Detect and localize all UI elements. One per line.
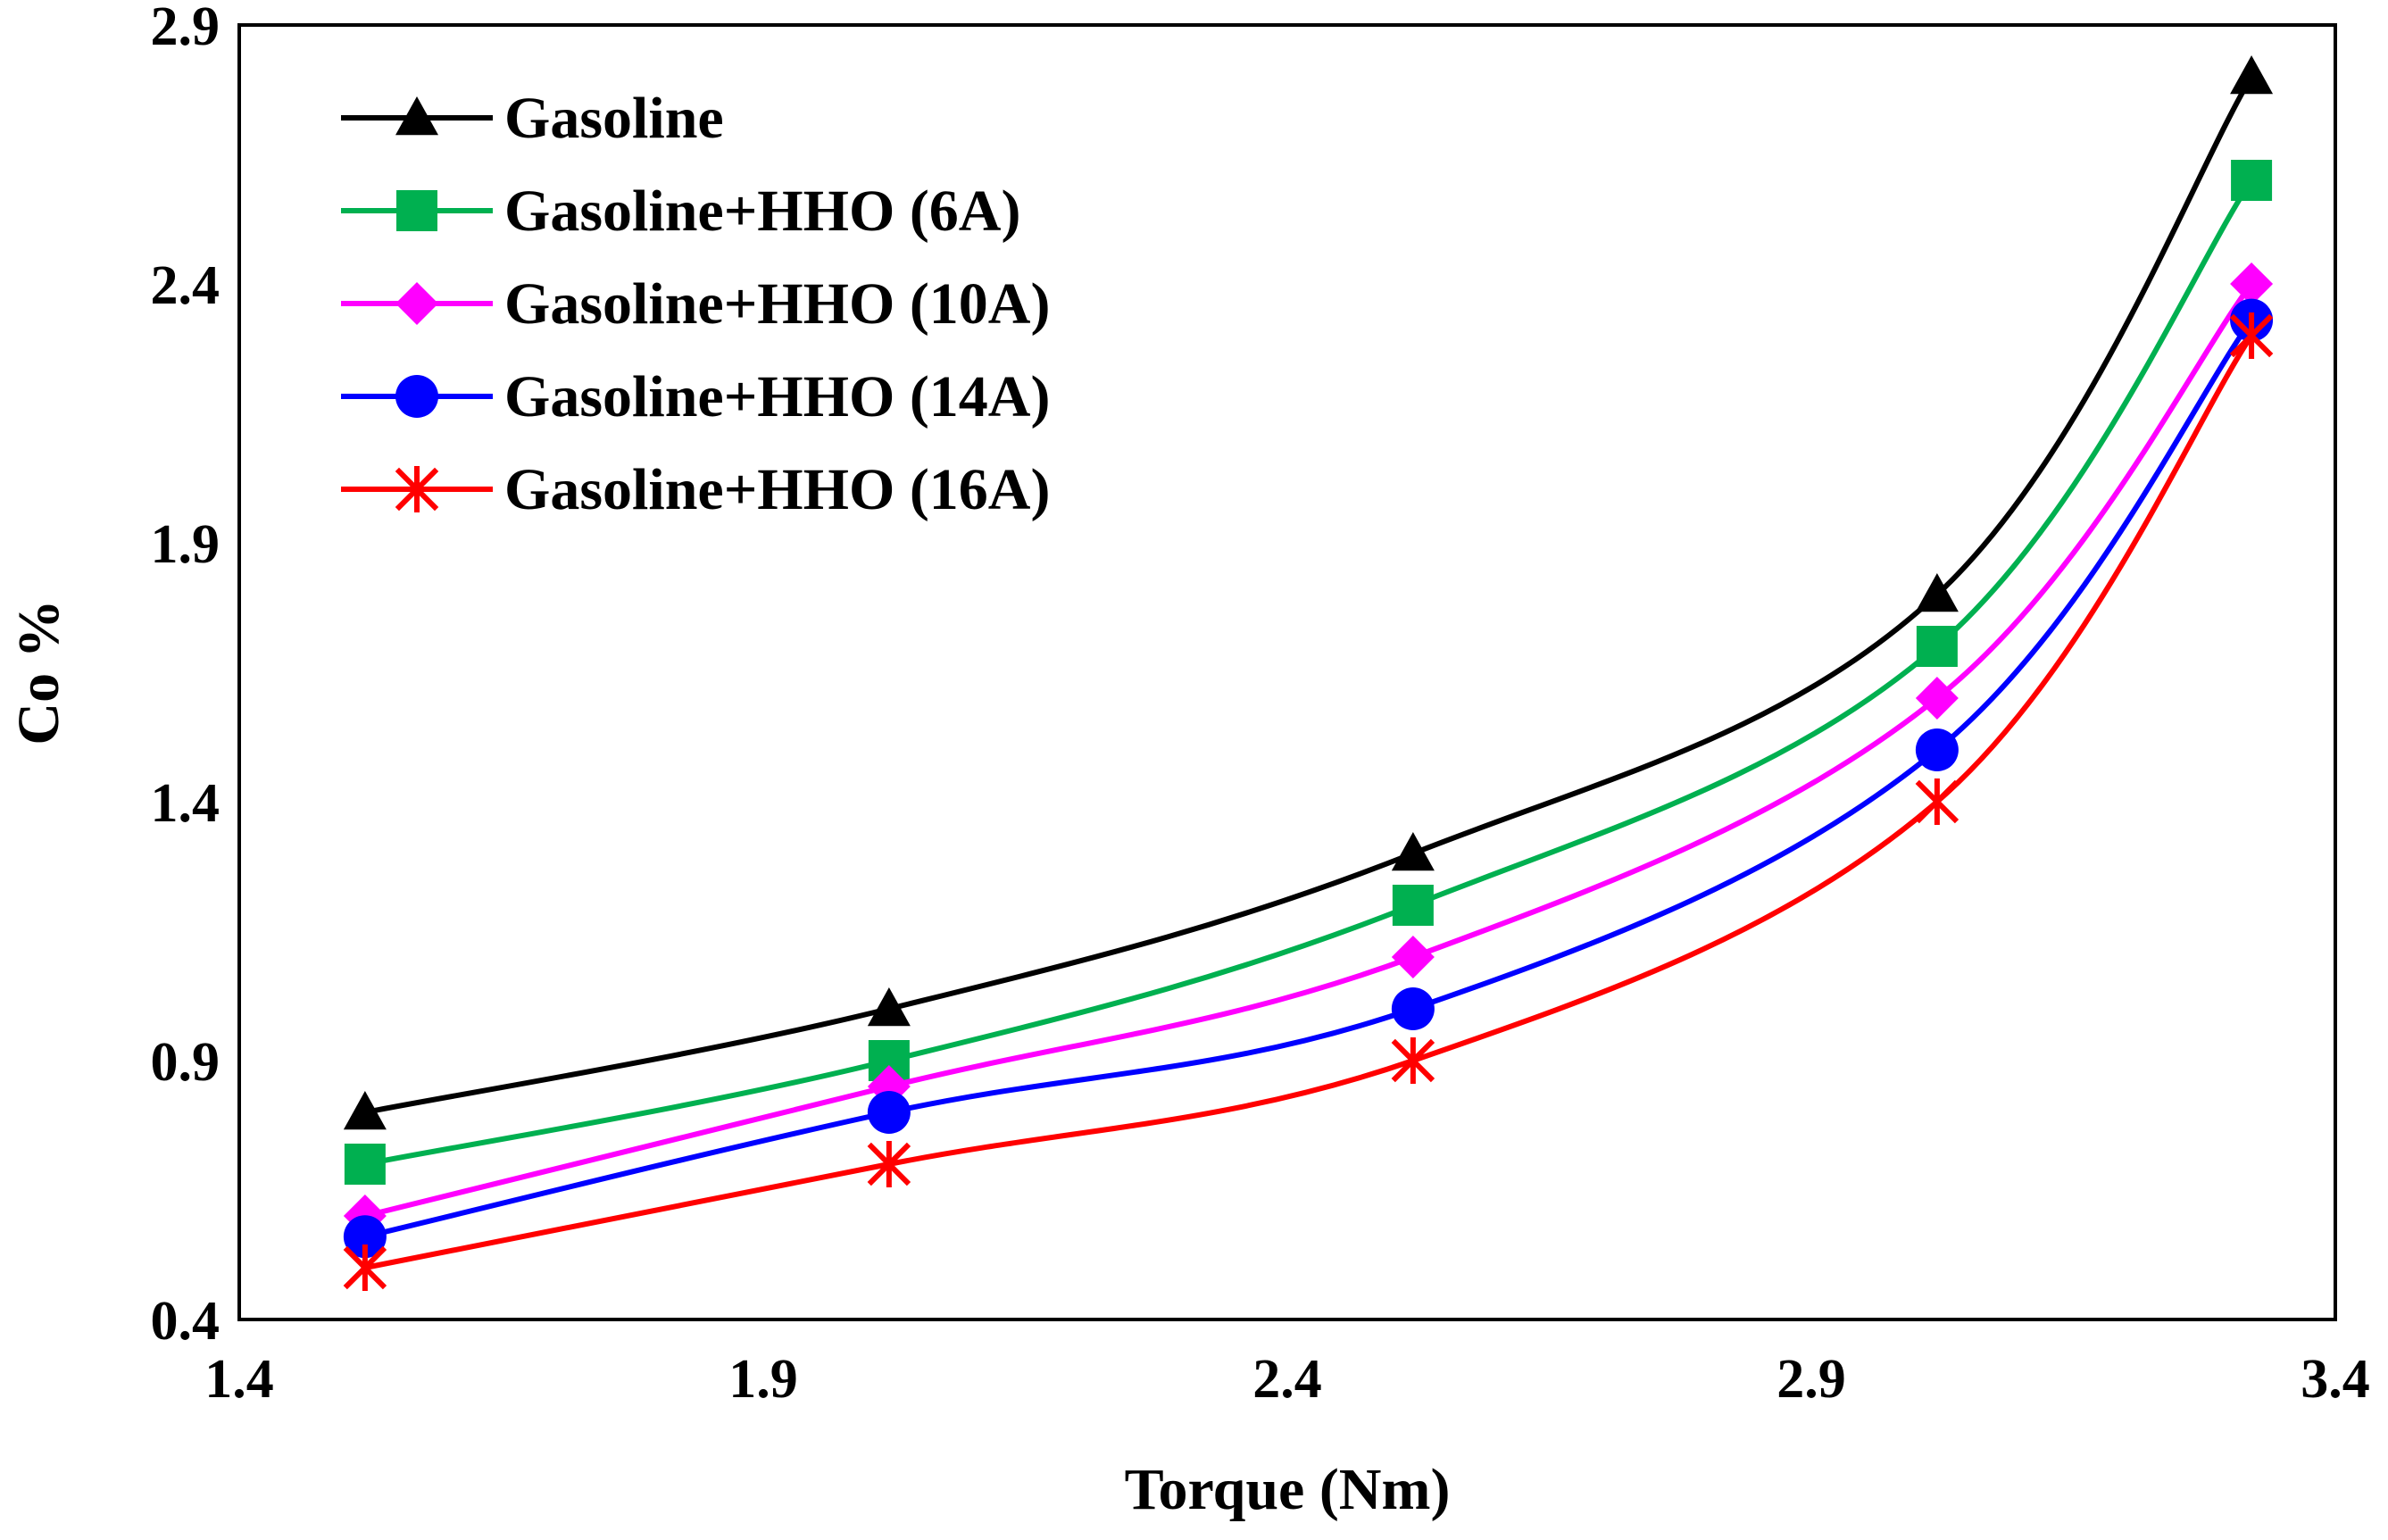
data-point-circle — [343, 1215, 387, 1259]
legend-label: Gasoline+HHO (10A) — [504, 271, 1050, 337]
data-point-star — [867, 1141, 911, 1187]
series-5 — [343, 312, 2274, 1291]
data-point-circle — [1915, 728, 1959, 771]
data-point-triangle — [343, 1091, 387, 1130]
data-point-triangle — [1391, 832, 1435, 871]
legend-item: Gasoline+HHO (10A) — [341, 271, 1050, 337]
data-point-diamond — [1391, 936, 1435, 978]
x-tick-label: 2.9 — [1776, 1349, 1846, 1410]
legend-item: Gasoline+HHO (14A) — [341, 364, 1050, 429]
series-1 — [343, 55, 2274, 1130]
legend-marker-star — [395, 466, 439, 512]
y-tick-label: 2.4 — [151, 255, 220, 316]
x-axis-title: Torque (Nm) — [1125, 1457, 1451, 1522]
data-point-diamond — [1915, 677, 1959, 720]
data-point-square — [1392, 885, 1434, 926]
series-4 — [343, 298, 2274, 1259]
data-point-diamond — [2230, 262, 2274, 305]
data-point-triangle — [867, 987, 911, 1027]
y-tick-label: 1.4 — [151, 773, 220, 834]
data-point-square — [1916, 626, 1958, 667]
x-tick-label: 1.9 — [728, 1349, 798, 1410]
legend-label: Gasoline — [504, 86, 724, 151]
y-tick-label: 2.9 — [151, 0, 220, 57]
y-tick-label: 1.9 — [151, 514, 220, 575]
plot-area-frame — [237, 23, 2337, 1321]
series-2 — [344, 160, 2273, 1185]
x-tick-label: 2.4 — [1252, 1349, 1322, 1410]
x-tick-label: 1.4 — [204, 1349, 274, 1410]
tick-label-layer: 1.4 1.9 2.4 2.9 3.4 0.4 0.9 1.4 1.9 2.4 2.9 — [151, 0, 2370, 1410]
data-point-star — [1915, 778, 1959, 825]
data-point-square — [2231, 160, 2273, 201]
y-axis-title: Co % — [6, 599, 71, 745]
series-line — [364, 75, 2254, 1115]
data-point-circle — [867, 1091, 911, 1134]
legend-label: Gasoline+HHO (16A) — [504, 457, 1050, 522]
x-tick-label: 3.4 — [2301, 1349, 2370, 1410]
y-tick-label: 0.9 — [151, 1032, 220, 1093]
legend: Gasoline Gasoline+HHO (6A) Gasoline+HHO (1… — [341, 86, 1050, 522]
series-layer — [343, 55, 2274, 1291]
data-point-star — [343, 1244, 387, 1291]
data-point-star — [2229, 312, 2274, 359]
data-point-triangle — [1915, 573, 1959, 612]
data-point-triangle — [2230, 55, 2274, 95]
legend-item: Gasoline+HHO (16A) — [341, 457, 1050, 522]
legend-marker-square — [396, 190, 437, 231]
legend-marker-circle — [395, 375, 438, 418]
data-point-star — [1391, 1037, 1435, 1084]
legend-item: Gasoline+HHO (6A) — [341, 179, 1020, 244]
legend-label: Gasoline+HHO (6A) — [504, 179, 1020, 244]
data-point-square — [344, 1144, 386, 1185]
legend-marker-diamond — [395, 282, 438, 325]
data-point-circle — [1391, 987, 1435, 1030]
legend-marker-triangle — [395, 96, 438, 136]
legend-label: Gasoline+HHO (14A) — [504, 364, 1050, 429]
legend-item: Gasoline — [341, 86, 724, 151]
y-tick-label: 0.4 — [151, 1291, 220, 1352]
